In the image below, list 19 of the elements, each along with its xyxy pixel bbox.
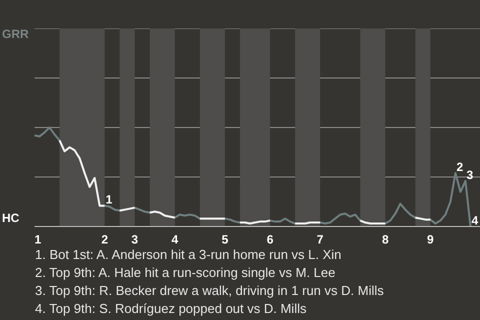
annotation: 4 xyxy=(471,214,478,228)
annotation: 1 xyxy=(106,192,113,207)
annotation: 3 xyxy=(466,168,474,182)
x-tick-label: 6 xyxy=(266,232,274,246)
x-tick-label: 5 xyxy=(222,232,229,246)
text: 4. Top 9th: S. Rodríguez popped out vs D. Mills xyxy=(35,300,308,318)
x-tick-label: 9 xyxy=(427,232,434,246)
text: HC xyxy=(2,211,20,225)
x-tick-label: 1 xyxy=(34,232,42,246)
text: GRR xyxy=(2,27,29,41)
x-tick-label: 4 xyxy=(171,232,178,246)
x-tick-label: 3 xyxy=(131,232,138,246)
x-tick-label: 8 xyxy=(382,232,389,246)
text: 1. Bot 1st: A. Anderson hit a 3-run home run vs L. Xin xyxy=(35,246,342,264)
annotation: 2 xyxy=(456,160,464,174)
x-tick-label: 2 xyxy=(101,232,108,246)
text: 3. Top 9th: R. Becker drew a walk, driving in 1 run vs D. Mills xyxy=(35,282,384,300)
text: 2. Top 9th: A. Hale hit a run-scoring single vs M. Lee xyxy=(35,264,336,282)
x-tick-label: 7 xyxy=(316,232,324,246)
